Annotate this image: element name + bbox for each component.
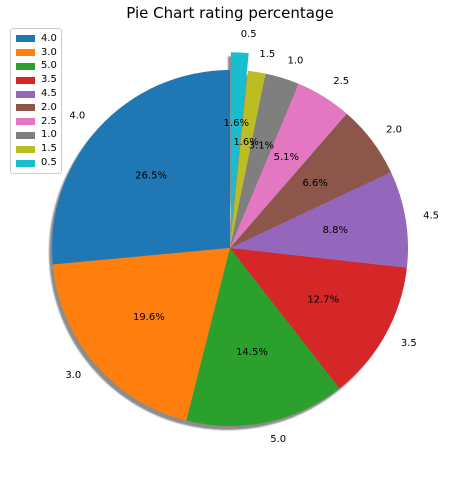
slice-label-0-5: 0.5 [241,29,257,40]
legend-item-1-0: 1.0 [16,129,61,143]
legend-item-1-5: 1.5 [16,142,61,156]
pie-slice-2-5 [230,83,347,248]
slice-label-2-0: 2.0 [386,124,402,135]
legend-swatch-3-5 [16,76,35,84]
legend-label-4-0: 4.0 [41,32,57,44]
pie-slice-1-0 [230,73,299,248]
slice-label-2-5: 2.5 [333,76,349,87]
legend-item-4-0: 4.0 [16,32,61,46]
pct-label-0-5: 1.6% [224,118,249,129]
pie-slices [51,52,408,426]
legend-swatch-4-0 [16,35,35,43]
pct-label-3-5: 12.7% [307,295,339,306]
pie-labels: 26.5% 4.0 19.6% 3.0 14.5% 5.0 12.7% 3.5 8.8% 4.5 6… [65,29,439,445]
chart-title: Pie Chart rating percentage [126,4,334,22]
legend-swatch-1-5 [16,145,35,153]
pie-slice-4-0 [51,70,231,265]
pie-slice-2-0 [230,113,391,248]
legend-item-0-5: 0.5 [16,156,61,170]
legend-swatch-3-0 [16,49,35,57]
legend-swatch-1-0 [16,131,35,139]
pct-label-3-0: 19.6% [133,312,165,323]
legend-label-2-0: 2.0 [41,101,57,113]
legend: 4.0 3.0 5.0 3.5 4.5 2.0 2.5 1.0 1.5 0.5 [10,28,62,174]
pie-slice-4-5 [230,172,408,268]
legend-label-0-5: 0.5 [41,157,57,169]
pie-slice-1-5 [230,70,266,248]
pct-label-4-5: 8.8% [323,225,348,236]
legend-swatch-5-0 [16,62,35,70]
pct-label-5-0: 14.5% [236,347,268,358]
pie-slice-0-5 [230,52,249,231]
legend-label-1-0: 1.0 [41,129,57,141]
legend-label-3-0: 3.0 [41,46,57,58]
pie-slice-5-0 [186,248,340,426]
legend-swatch-0-5 [16,159,35,167]
legend-label-4-5: 4.5 [41,88,57,100]
legend-label-1-5: 1.5 [41,143,57,155]
pie-slice-3-5 [230,248,407,389]
legend-item-3-0: 3.0 [16,46,61,60]
pct-label-1-5: 1.6% [233,137,258,148]
pct-label-4-0: 26.5% [135,171,167,182]
legend-item-2-5: 2.5 [16,115,61,129]
legend-swatch-2-0 [16,104,35,112]
slice-label-3-5: 3.5 [401,338,417,349]
legend-swatch-2-5 [16,118,35,126]
pct-label-2-5: 5.1% [274,152,299,163]
legend-item-4-5: 4.5 [16,87,61,101]
pct-label-2-0: 6.6% [302,178,327,189]
slice-label-1-0: 1.0 [288,55,304,66]
legend-swatch-4-5 [16,90,35,98]
slice-label-1-5: 1.5 [259,49,275,60]
legend-item-5-0: 5.0 [16,60,61,74]
pie-slice-3-0 [52,248,230,421]
slice-label-3-0: 3.0 [65,370,81,381]
legend-label-3-5: 3.5 [41,74,57,86]
slice-label-4-0: 4.0 [69,111,85,122]
legend-item-2-0: 2.0 [16,101,61,115]
pct-label-1-0: 3.1% [249,140,274,151]
legend-label-2-5: 2.5 [41,115,57,127]
legend-label-5-0: 5.0 [41,60,57,72]
slice-label-4-5: 4.5 [423,210,439,221]
slice-label-5-0: 5.0 [270,434,286,445]
legend-item-3-5: 3.5 [16,73,61,87]
